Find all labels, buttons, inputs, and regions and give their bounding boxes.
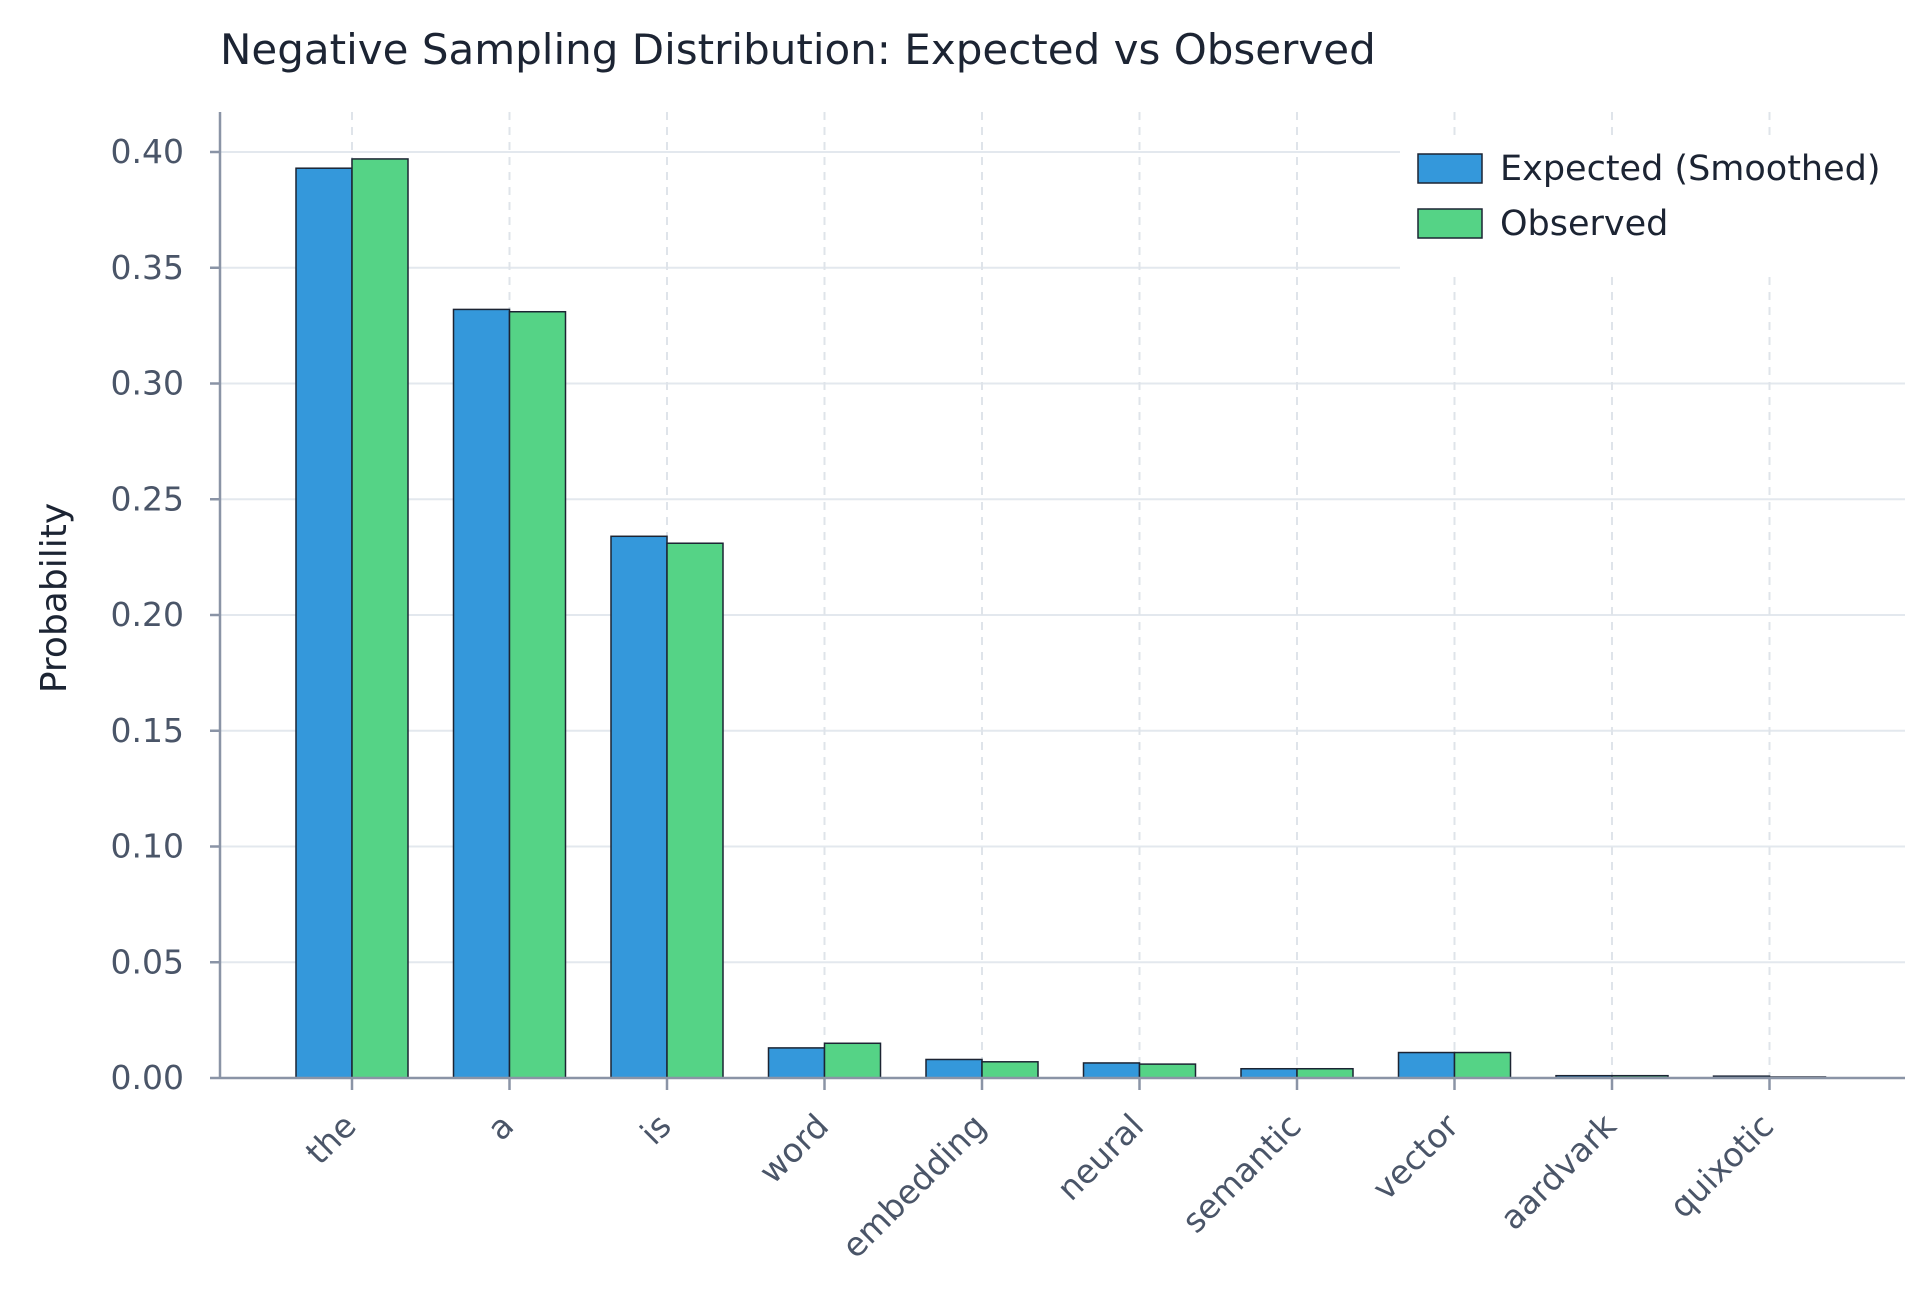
x-tick-label: word <box>751 1106 836 1191</box>
y-tick-label: 0.05 <box>111 942 184 981</box>
bar-observed-is <box>666 542 724 1079</box>
x-tick-label: a <box>479 1106 521 1148</box>
bar-expected-embedding <box>925 1058 983 1079</box>
legend-label-expected: Expected (Smoothed) <box>1500 149 1881 189</box>
bar-expected-vector <box>1397 1051 1456 1079</box>
legend: Expected (Smoothed) Observed <box>1400 140 1905 270</box>
bar-observed-word <box>823 1042 882 1079</box>
y-tick-label: 0.20 <box>111 595 184 634</box>
y-tick-label: 0.00 <box>111 1058 184 1097</box>
bar-expected-word <box>767 1047 826 1079</box>
bar-observed-semantic <box>1296 1067 1354 1079</box>
x-tick-label: vector <box>1365 1106 1467 1208</box>
legend-label-observed: Observed <box>1500 204 1668 244</box>
bar-expected-the <box>295 167 353 1079</box>
bar-expected-a <box>452 308 511 1079</box>
bars <box>295 158 1827 1079</box>
legend-background <box>1400 140 1905 270</box>
x-tick-label: quixotic <box>1662 1106 1782 1226</box>
y-tick-label: 0.35 <box>111 248 184 287</box>
y-tick-label: 0.30 <box>111 364 184 403</box>
axes <box>218 112 1905 1080</box>
y-tick-label: 0.10 <box>111 827 184 866</box>
bar-expected-semantic <box>1240 1067 1298 1079</box>
bar-observed-a <box>508 310 567 1079</box>
x-tick-label: aardvark <box>1492 1105 1624 1237</box>
y-tick-label: 0.15 <box>111 711 184 750</box>
bar-observed-embedding <box>981 1061 1039 1079</box>
y-tick-label: 0.25 <box>111 479 184 518</box>
legend-swatch-observed <box>1417 208 1483 239</box>
x-tick-label: is <box>632 1106 678 1152</box>
bar-expected-is <box>610 535 668 1079</box>
legend-swatch-expected <box>1417 153 1483 184</box>
x-tick-label: the <box>298 1106 364 1172</box>
bar-observed-the <box>351 158 409 1079</box>
bar-expected-neural <box>1082 1062 1141 1079</box>
y-axis-title: Probability <box>34 503 75 693</box>
chart-title: Negative Sampling Distribution: Expected… <box>220 25 1376 74</box>
y-tick-label: 0.40 <box>111 132 184 171</box>
bar-observed-vector <box>1453 1051 1512 1079</box>
x-tick-label: neural <box>1049 1106 1151 1208</box>
x-tick-label: semantic <box>1174 1106 1308 1240</box>
y-ticks: 0.00 0.05 0.10 0.15 0.20 0.25 0.30 0.35 0.40 <box>111 132 220 1097</box>
bar-observed-neural <box>1138 1063 1197 1079</box>
x-tick-label: embedding <box>834 1106 994 1266</box>
